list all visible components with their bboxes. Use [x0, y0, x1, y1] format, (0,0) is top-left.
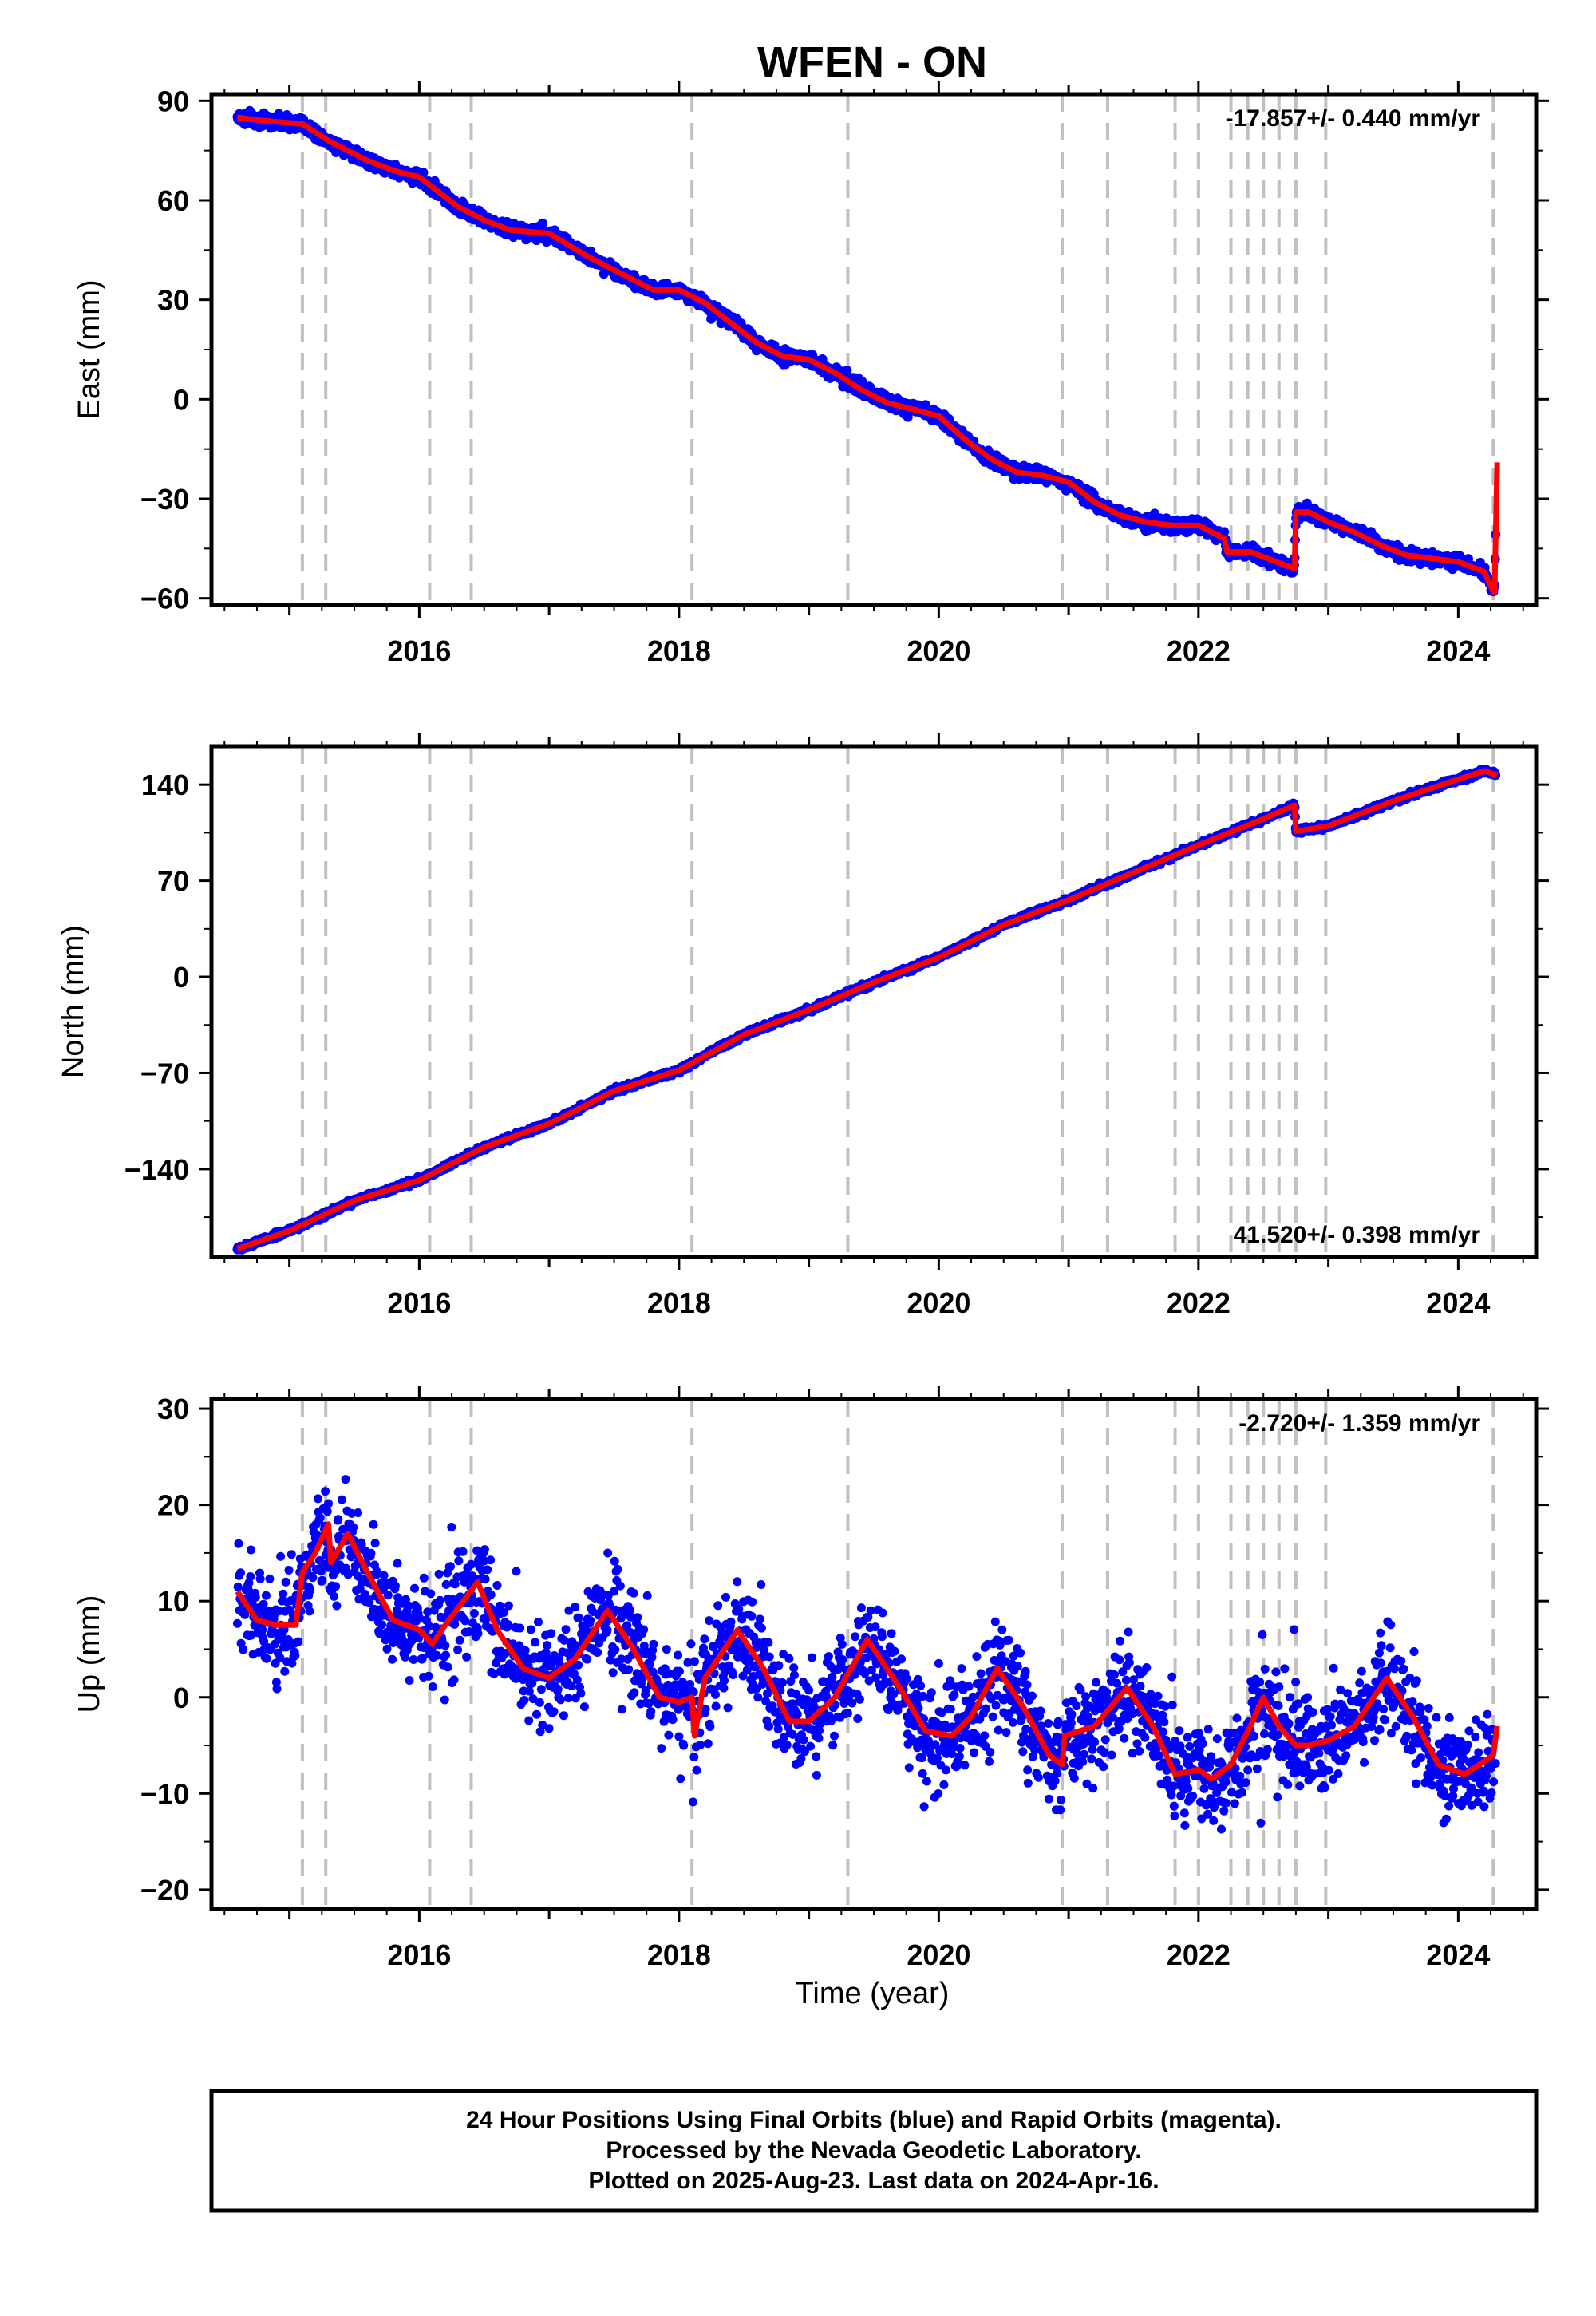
y-tick-label: 60	[157, 184, 189, 217]
event-lines	[300, 94, 1495, 605]
y-axis-label: East (mm)	[73, 279, 106, 419]
x-tick-label: 2022	[1167, 634, 1231, 667]
y-tick-label: −60	[140, 583, 189, 615]
y-tick-label: 90	[157, 85, 189, 117]
x-tick-label: 2020	[907, 634, 970, 667]
x-tick-label: 2024	[1426, 634, 1490, 667]
model-line	[237, 114, 1500, 595]
rate-label: -17.857+/- 0.440 mm/yr	[1226, 105, 1481, 132]
x-tick-label: 2016	[387, 634, 451, 667]
chart-title: WFEN - ON	[757, 38, 987, 86]
y-tick-label: −30	[140, 483, 189, 516]
east-panel: 90 60 30 0 −30 −60 2016 2018 2020 2022 2024 East (m…	[73, 81, 1549, 667]
y-tick-label: 30	[157, 284, 189, 317]
y-tick-label: 0	[173, 383, 189, 416]
x-tick-label: 2018	[647, 634, 711, 667]
